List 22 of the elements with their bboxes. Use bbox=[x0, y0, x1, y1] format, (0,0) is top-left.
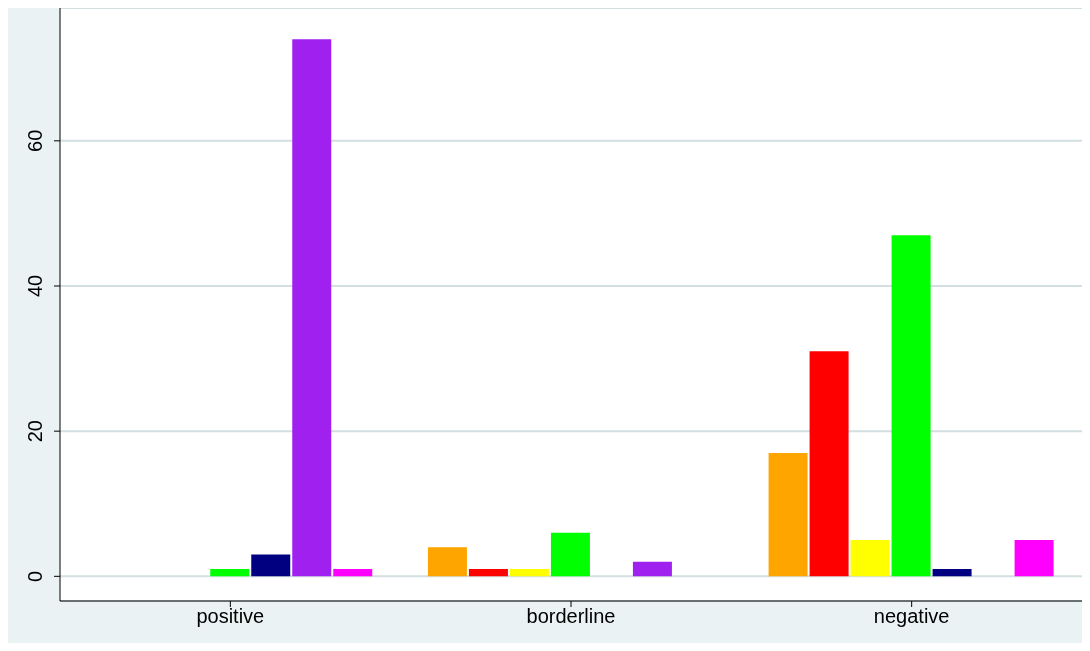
x-tick-label: borderline bbox=[526, 605, 616, 628]
y-tick-label: 40 bbox=[24, 274, 46, 298]
bar bbox=[550, 532, 590, 577]
bar bbox=[333, 569, 373, 577]
x-tick-label: positive bbox=[196, 605, 265, 628]
bar bbox=[1014, 540, 1054, 577]
bar bbox=[850, 540, 890, 577]
x-tick-label: negative bbox=[873, 605, 950, 628]
y-tick-label: 20 bbox=[24, 420, 46, 443]
y-tick-label: 60 bbox=[24, 129, 46, 152]
bar bbox=[468, 569, 508, 577]
bar bbox=[932, 569, 972, 577]
bar bbox=[768, 452, 808, 577]
bar bbox=[210, 569, 250, 577]
bar bbox=[427, 547, 467, 577]
bar bbox=[292, 39, 332, 577]
bar bbox=[509, 569, 549, 577]
bar bbox=[891, 235, 931, 577]
bar bbox=[632, 561, 672, 577]
y-tick-label: 0 bbox=[24, 570, 46, 582]
bar bbox=[251, 554, 291, 577]
bar bbox=[809, 351, 849, 577]
